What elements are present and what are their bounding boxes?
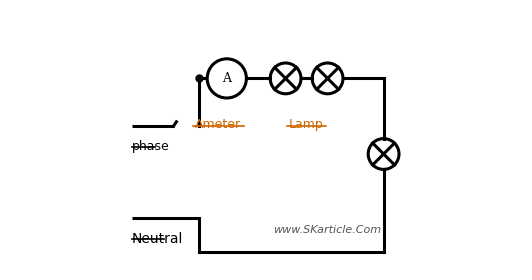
Circle shape bbox=[207, 59, 246, 98]
Text: Neutral: Neutral bbox=[131, 232, 183, 246]
Text: A: A bbox=[222, 72, 231, 85]
Text: phase: phase bbox=[131, 140, 169, 153]
Text: Ameter: Ameter bbox=[195, 118, 242, 130]
Text: Lamp: Lamp bbox=[289, 118, 324, 130]
Text: www.SKarticle.Com: www.SKarticle.Com bbox=[273, 225, 381, 235]
